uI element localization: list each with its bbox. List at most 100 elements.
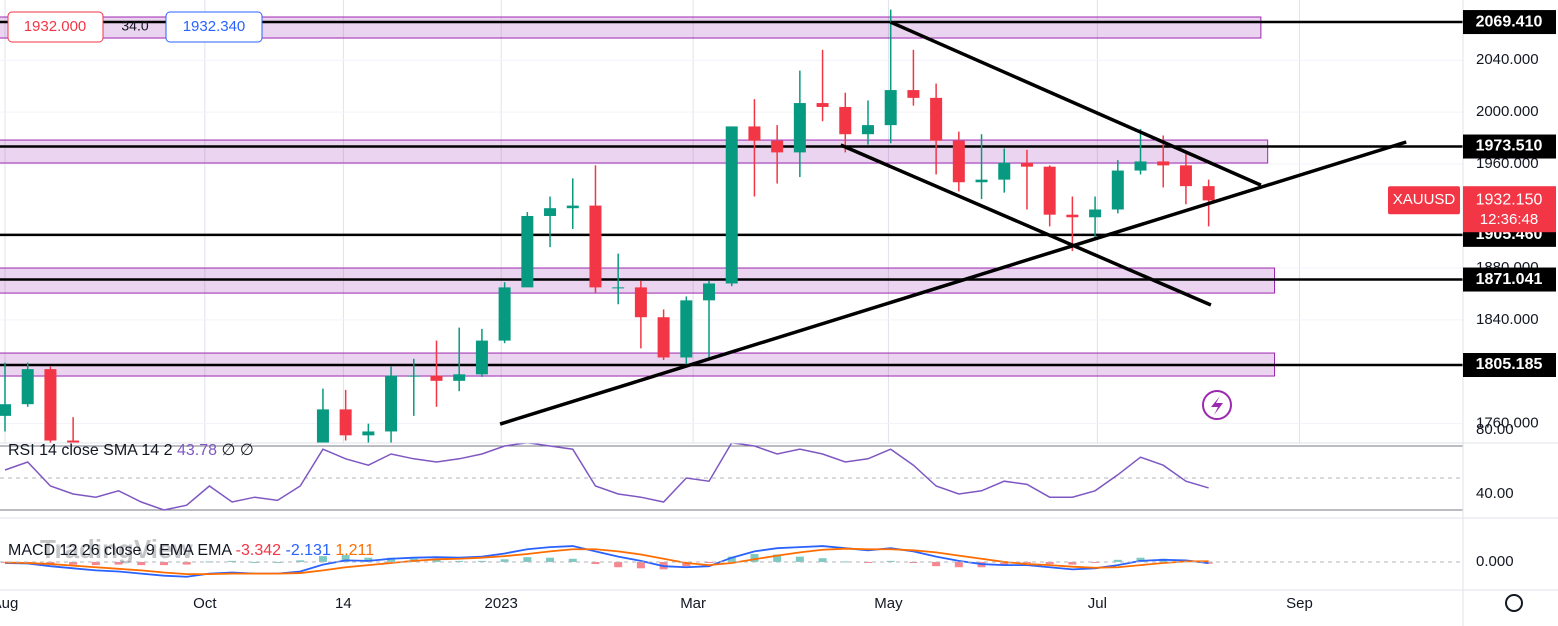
macd-histogram-bar bbox=[364, 557, 373, 562]
zone bbox=[0, 139, 1269, 164]
macd-histogram-bar bbox=[91, 561, 100, 566]
macd-histogram-bar bbox=[477, 560, 486, 562]
macd-histogram-bar bbox=[159, 561, 168, 566]
candle-body bbox=[907, 90, 920, 98]
macd-histogram-bar bbox=[682, 561, 691, 567]
x-tick-label: 14 bbox=[335, 595, 352, 612]
macd-histogram-bar bbox=[841, 561, 850, 563]
rsi-line bbox=[4, 443, 1209, 511]
candle-body bbox=[475, 340, 488, 375]
trendline bbox=[840, 143, 1212, 307]
macd-histogram-bar bbox=[114, 561, 123, 565]
candle-body bbox=[407, 375, 420, 377]
macd-legend: MACD 12 26 close 9 EMA EMA -3.342 -2.131… bbox=[8, 542, 374, 559]
candle-body bbox=[589, 205, 602, 288]
bid: 1932.000 bbox=[24, 18, 87, 35]
macd-histogram-bar bbox=[296, 560, 305, 562]
macd-histogram-bar bbox=[750, 554, 759, 562]
macd-histogram-bar bbox=[432, 559, 441, 562]
macd-histogram-bar bbox=[1068, 561, 1077, 565]
candle-body bbox=[249, 557, 261, 574]
macd-histogram-bar bbox=[341, 555, 350, 562]
y-tick-label: 0.000 bbox=[1476, 553, 1514, 570]
level-label-bg bbox=[1463, 134, 1556, 159]
candle-body bbox=[362, 431, 375, 436]
candle-body bbox=[816, 103, 829, 107]
y-tick-label: 40.00 bbox=[1476, 485, 1514, 502]
candle-body bbox=[1020, 162, 1033, 167]
spread: 34.0 bbox=[121, 18, 148, 34]
settings-icon[interactable] bbox=[1505, 594, 1523, 612]
macd-histogram-bar bbox=[909, 561, 918, 563]
candle-body bbox=[316, 409, 329, 443]
legend-item: 1.211 bbox=[335, 542, 374, 559]
macd-histogram-bar bbox=[932, 561, 941, 567]
candle-body bbox=[771, 140, 784, 153]
candle-body bbox=[1134, 161, 1147, 171]
macd-histogram-bar bbox=[1113, 559, 1122, 562]
candle-body bbox=[634, 287, 647, 318]
x-tick-label: Oct bbox=[193, 595, 217, 612]
macd-histogram-bar bbox=[0, 561, 9, 563]
legend-item: -2.131 bbox=[285, 542, 330, 559]
macd-pane bbox=[0, 545, 1463, 578]
level-label: 1871.041 bbox=[1476, 271, 1543, 288]
y-tick-label: 80.00 bbox=[1476, 421, 1514, 438]
candle-body bbox=[1179, 165, 1192, 187]
macd-histogram-bar bbox=[795, 556, 804, 562]
legend-item: -3.342 bbox=[236, 542, 281, 559]
legend-item: MACD 12 26 close 9 EMA EMA bbox=[8, 542, 232, 559]
candle-body bbox=[952, 140, 965, 183]
x-tick-label: Mar bbox=[680, 595, 706, 612]
legend-item: ∅ ∅ bbox=[221, 442, 253, 459]
y-tick-label: 2000.000 bbox=[1476, 103, 1539, 120]
level-label: 1805.185 bbox=[1476, 356, 1543, 373]
macd-histogram-bar bbox=[546, 557, 555, 562]
candle-body bbox=[1043, 166, 1056, 215]
macd-histogram-bar bbox=[69, 561, 78, 565]
candle-body bbox=[1202, 186, 1215, 201]
macd-histogram-bar bbox=[250, 561, 259, 563]
symbol-bg bbox=[1388, 186, 1460, 215]
candle-body bbox=[453, 374, 466, 381]
legend-item: RSI 14 close SMA 14 2 bbox=[8, 442, 173, 459]
candle-body bbox=[657, 317, 670, 358]
macd-histogram-bar bbox=[387, 557, 396, 562]
rsi-pane bbox=[0, 443, 1463, 511]
candle-body bbox=[884, 90, 897, 126]
macd-histogram-bar bbox=[727, 556, 736, 562]
rsi-legend: RSI 14 close SMA 14 2 43.78 ∅ ∅ bbox=[8, 442, 254, 459]
macd-histogram-bar bbox=[863, 561, 872, 563]
y-tick-label: 1760.000 bbox=[1476, 415, 1539, 432]
last-price-bg bbox=[1463, 186, 1556, 233]
macd-histogram-bar bbox=[318, 556, 327, 562]
x-tick-label: Aug bbox=[0, 595, 18, 612]
macd-histogram-bar bbox=[523, 557, 532, 562]
main-pane bbox=[0, 0, 1463, 574]
candle-body bbox=[385, 375, 398, 432]
macd-histogram-bar bbox=[773, 554, 782, 562]
candle-body bbox=[1157, 161, 1170, 166]
candle-body bbox=[544, 208, 557, 216]
symbol: XAUUSD bbox=[1393, 191, 1456, 208]
level-label-bg bbox=[1463, 353, 1556, 378]
candle-body bbox=[975, 179, 988, 183]
candle-body bbox=[612, 287, 625, 289]
macd-histogram-bar bbox=[568, 558, 577, 562]
macd-histogram-bar bbox=[614, 561, 623, 568]
last-price: 1932.150 bbox=[1476, 191, 1543, 208]
candle-body bbox=[725, 126, 738, 284]
candle-body bbox=[793, 103, 806, 153]
macd-histogram-bar bbox=[182, 561, 191, 565]
candle-body bbox=[703, 283, 716, 301]
macd-histogram-bar bbox=[886, 560, 895, 562]
candle-body bbox=[680, 300, 693, 358]
macd-histogram-bar bbox=[954, 561, 963, 568]
flash-icon bbox=[1202, 390, 1232, 420]
macd-histogram-bar bbox=[137, 561, 146, 566]
candle-body bbox=[21, 369, 34, 405]
x-tick-label: Sep bbox=[1286, 595, 1313, 612]
level-label: 2069.410 bbox=[1476, 13, 1543, 30]
